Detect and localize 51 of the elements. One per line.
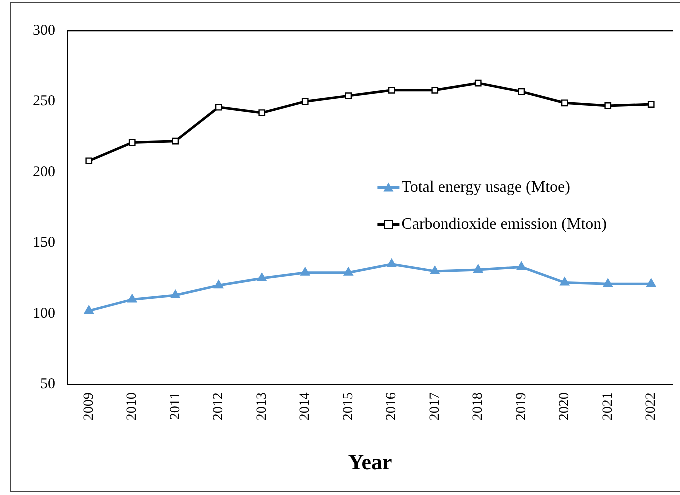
- x-tick-label: 2012: [212, 392, 227, 421]
- point: [387, 258, 397, 268]
- point: [474, 80, 482, 87]
- point: [516, 262, 526, 270]
- x-tick-label: 2019: [514, 392, 530, 421]
- point: [388, 86, 396, 94]
- x-tick-label: 2010: [125, 392, 140, 421]
- x-tick-label: 2015: [341, 392, 356, 421]
- point: [128, 139, 136, 146]
- x-tick-label: 2018: [471, 392, 486, 421]
- point: [128, 294, 138, 303]
- x-tick-label: 2009: [82, 392, 97, 421]
- legend-label: Carbondioxide emission (Mton): [402, 216, 607, 234]
- y-tick-label: 50: [40, 376, 56, 393]
- x-tick-label: 2011: [168, 392, 184, 420]
- point: [432, 86, 439, 94]
- point: [300, 267, 310, 276]
- point: [603, 278, 613, 288]
- y-tick-label: 300: [33, 22, 56, 39]
- point: [474, 264, 484, 274]
- x-axis-title: Year: [348, 449, 392, 474]
- x-tick-label: 2013: [254, 392, 270, 421]
- x-tick-label: 2022: [644, 392, 660, 421]
- point: [344, 267, 354, 276]
- point: [560, 277, 570, 286]
- point: [561, 100, 568, 107]
- point: [84, 306, 94, 314]
- point: [430, 266, 440, 274]
- point: [604, 102, 612, 110]
- point: [518, 88, 526, 96]
- point: [172, 138, 180, 145]
- point: [86, 158, 93, 165]
- point: [302, 98, 309, 106]
- legend-label: Total energy usage (Mtoe): [402, 179, 570, 196]
- y-tick-label: 150: [33, 235, 56, 252]
- point: [345, 92, 352, 100]
- point: [646, 278, 656, 288]
- x-tick-label: 2020: [558, 392, 573, 421]
- point: [648, 101, 655, 108]
- point: [170, 290, 180, 298]
- x-tick-label: 2021: [600, 392, 616, 421]
- y-tick-label: 100: [33, 306, 56, 322]
- x-tick-label: 2017: [428, 392, 443, 421]
- x-tick-label: 2014: [298, 392, 314, 421]
- point: [214, 280, 224, 289]
- y-tick-label: 200: [33, 164, 56, 180]
- point: [258, 110, 266, 116]
- point: [257, 273, 267, 282]
- y-tick-label: 250: [33, 94, 56, 110]
- x-tick-label: 2016: [384, 392, 400, 421]
- point: [215, 104, 222, 111]
